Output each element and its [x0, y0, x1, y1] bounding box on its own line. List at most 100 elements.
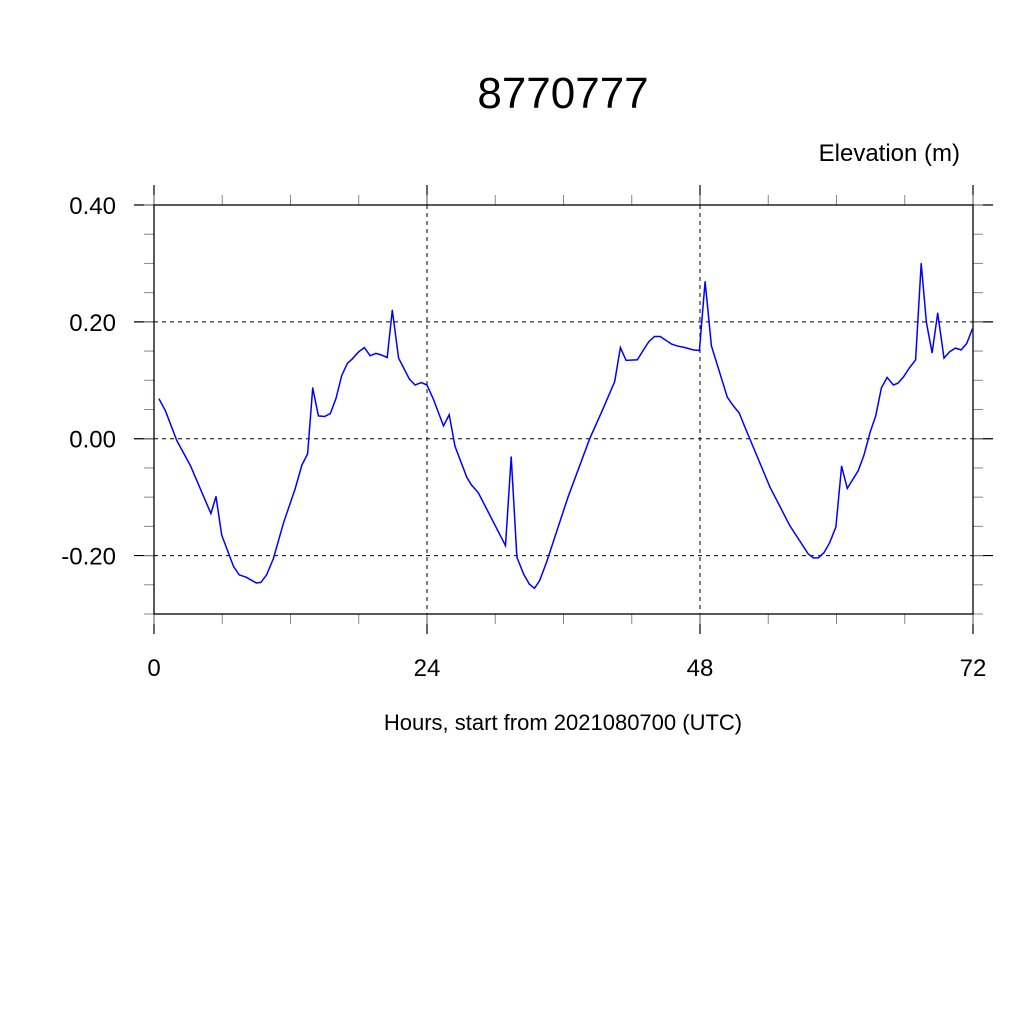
- data-point: [857, 470, 859, 472]
- data-point: [301, 464, 303, 466]
- data-point: [363, 346, 366, 349]
- data-point: [642, 349, 644, 352]
- data-point: [841, 465, 843, 467]
- data-point: [358, 351, 360, 353]
- x-tick-label: 0: [147, 655, 160, 682]
- data-point: [448, 414, 450, 416]
- data-point: [306, 453, 309, 455]
- data-point: [346, 362, 348, 364]
- data-point: [863, 455, 865, 457]
- data-point: [408, 378, 410, 380]
- data-point: [949, 351, 951, 353]
- data-point: [317, 415, 319, 417]
- data-point: [189, 464, 191, 467]
- grid-lines: [154, 204, 974, 614]
- data-point: [210, 512, 212, 515]
- data-point: [523, 573, 525, 575]
- plot-frame: [153, 204, 974, 615]
- data-point: [636, 359, 639, 361]
- data-point: [470, 484, 472, 486]
- data-point: [539, 580, 541, 582]
- data-point: [619, 346, 621, 349]
- data-point: [897, 382, 899, 384]
- x-tick-label: 24: [414, 655, 441, 682]
- data-point: [567, 496, 569, 498]
- data-point: [164, 410, 166, 412]
- data-point: [971, 328, 974, 330]
- axis-ticks: [134, 185, 993, 634]
- data-point: [704, 280, 706, 283]
- data-point: [769, 486, 771, 488]
- data-point: [817, 557, 819, 559]
- data-point: [233, 566, 235, 568]
- data-point: [908, 367, 910, 369]
- data-point: [812, 557, 814, 559]
- y-tick-label: -0.20: [61, 544, 116, 571]
- data-point: [369, 355, 371, 357]
- y-tick-label: 0.00: [69, 427, 116, 454]
- data-point: [960, 349, 962, 351]
- data-point: [260, 581, 262, 584]
- data-point: [920, 262, 922, 265]
- data-point: [245, 576, 247, 578]
- data-point: [272, 557, 275, 560]
- data-point: [351, 358, 353, 360]
- data-point: [829, 542, 831, 544]
- data-point: [875, 415, 877, 417]
- data-point: [732, 404, 734, 407]
- data-point: [375, 352, 377, 355]
- data-point: [743, 425, 745, 427]
- data-point: [869, 431, 871, 433]
- data-point: [726, 396, 728, 398]
- data-point: [659, 335, 661, 338]
- data-point: [477, 491, 479, 494]
- data-point: [937, 312, 939, 314]
- tick-labels: 0.40 0.20 0.00 -0.20 0 24 48 72: [61, 193, 986, 682]
- data-point: [426, 384, 428, 386]
- data-point: [533, 587, 536, 589]
- data-point: [880, 387, 883, 389]
- data-point: [516, 556, 518, 558]
- data-point: [589, 438, 591, 440]
- data-point: [266, 574, 268, 576]
- data-point: [454, 445, 456, 447]
- data-point: [442, 425, 445, 427]
- data-point: [789, 525, 791, 527]
- data-point: [335, 397, 337, 399]
- data-point: [886, 376, 888, 378]
- data-point: [158, 398, 160, 400]
- data-point: [386, 356, 388, 359]
- data-point: [432, 398, 434, 400]
- x-axis-label: Hours, start from 2021080700 (UTC): [384, 710, 742, 735]
- data-point: [255, 582, 257, 584]
- x-tick-label: 72: [960, 655, 987, 682]
- data-point: [414, 384, 416, 386]
- data-point: [545, 561, 548, 564]
- data-point: [807, 553, 809, 555]
- x-tick-label: 48: [687, 655, 714, 682]
- y-tick-label: 0.40: [69, 193, 116, 220]
- data-point: [238, 574, 240, 576]
- data-point: [341, 375, 343, 377]
- data-point: [835, 526, 837, 528]
- data-point: [625, 359, 627, 362]
- data-point: [931, 352, 933, 354]
- data-point: [943, 357, 945, 359]
- data-point: [846, 487, 848, 489]
- data-point: [670, 343, 673, 345]
- data-point: [676, 345, 678, 347]
- data-point: [504, 545, 507, 547]
- data-point: [601, 410, 603, 412]
- chart-title: 8770777: [477, 69, 648, 118]
- elevation-series-line: [158, 263, 974, 590]
- data-point: [738, 412, 740, 414]
- data-point: [324, 415, 326, 418]
- data-point: [176, 439, 178, 442]
- data-point: [692, 349, 694, 351]
- data-point: [966, 342, 968, 345]
- data-point: [510, 456, 512, 458]
- y-tick-label: 0.20: [69, 310, 116, 337]
- data-point: [892, 384, 894, 386]
- data-point: [914, 359, 917, 361]
